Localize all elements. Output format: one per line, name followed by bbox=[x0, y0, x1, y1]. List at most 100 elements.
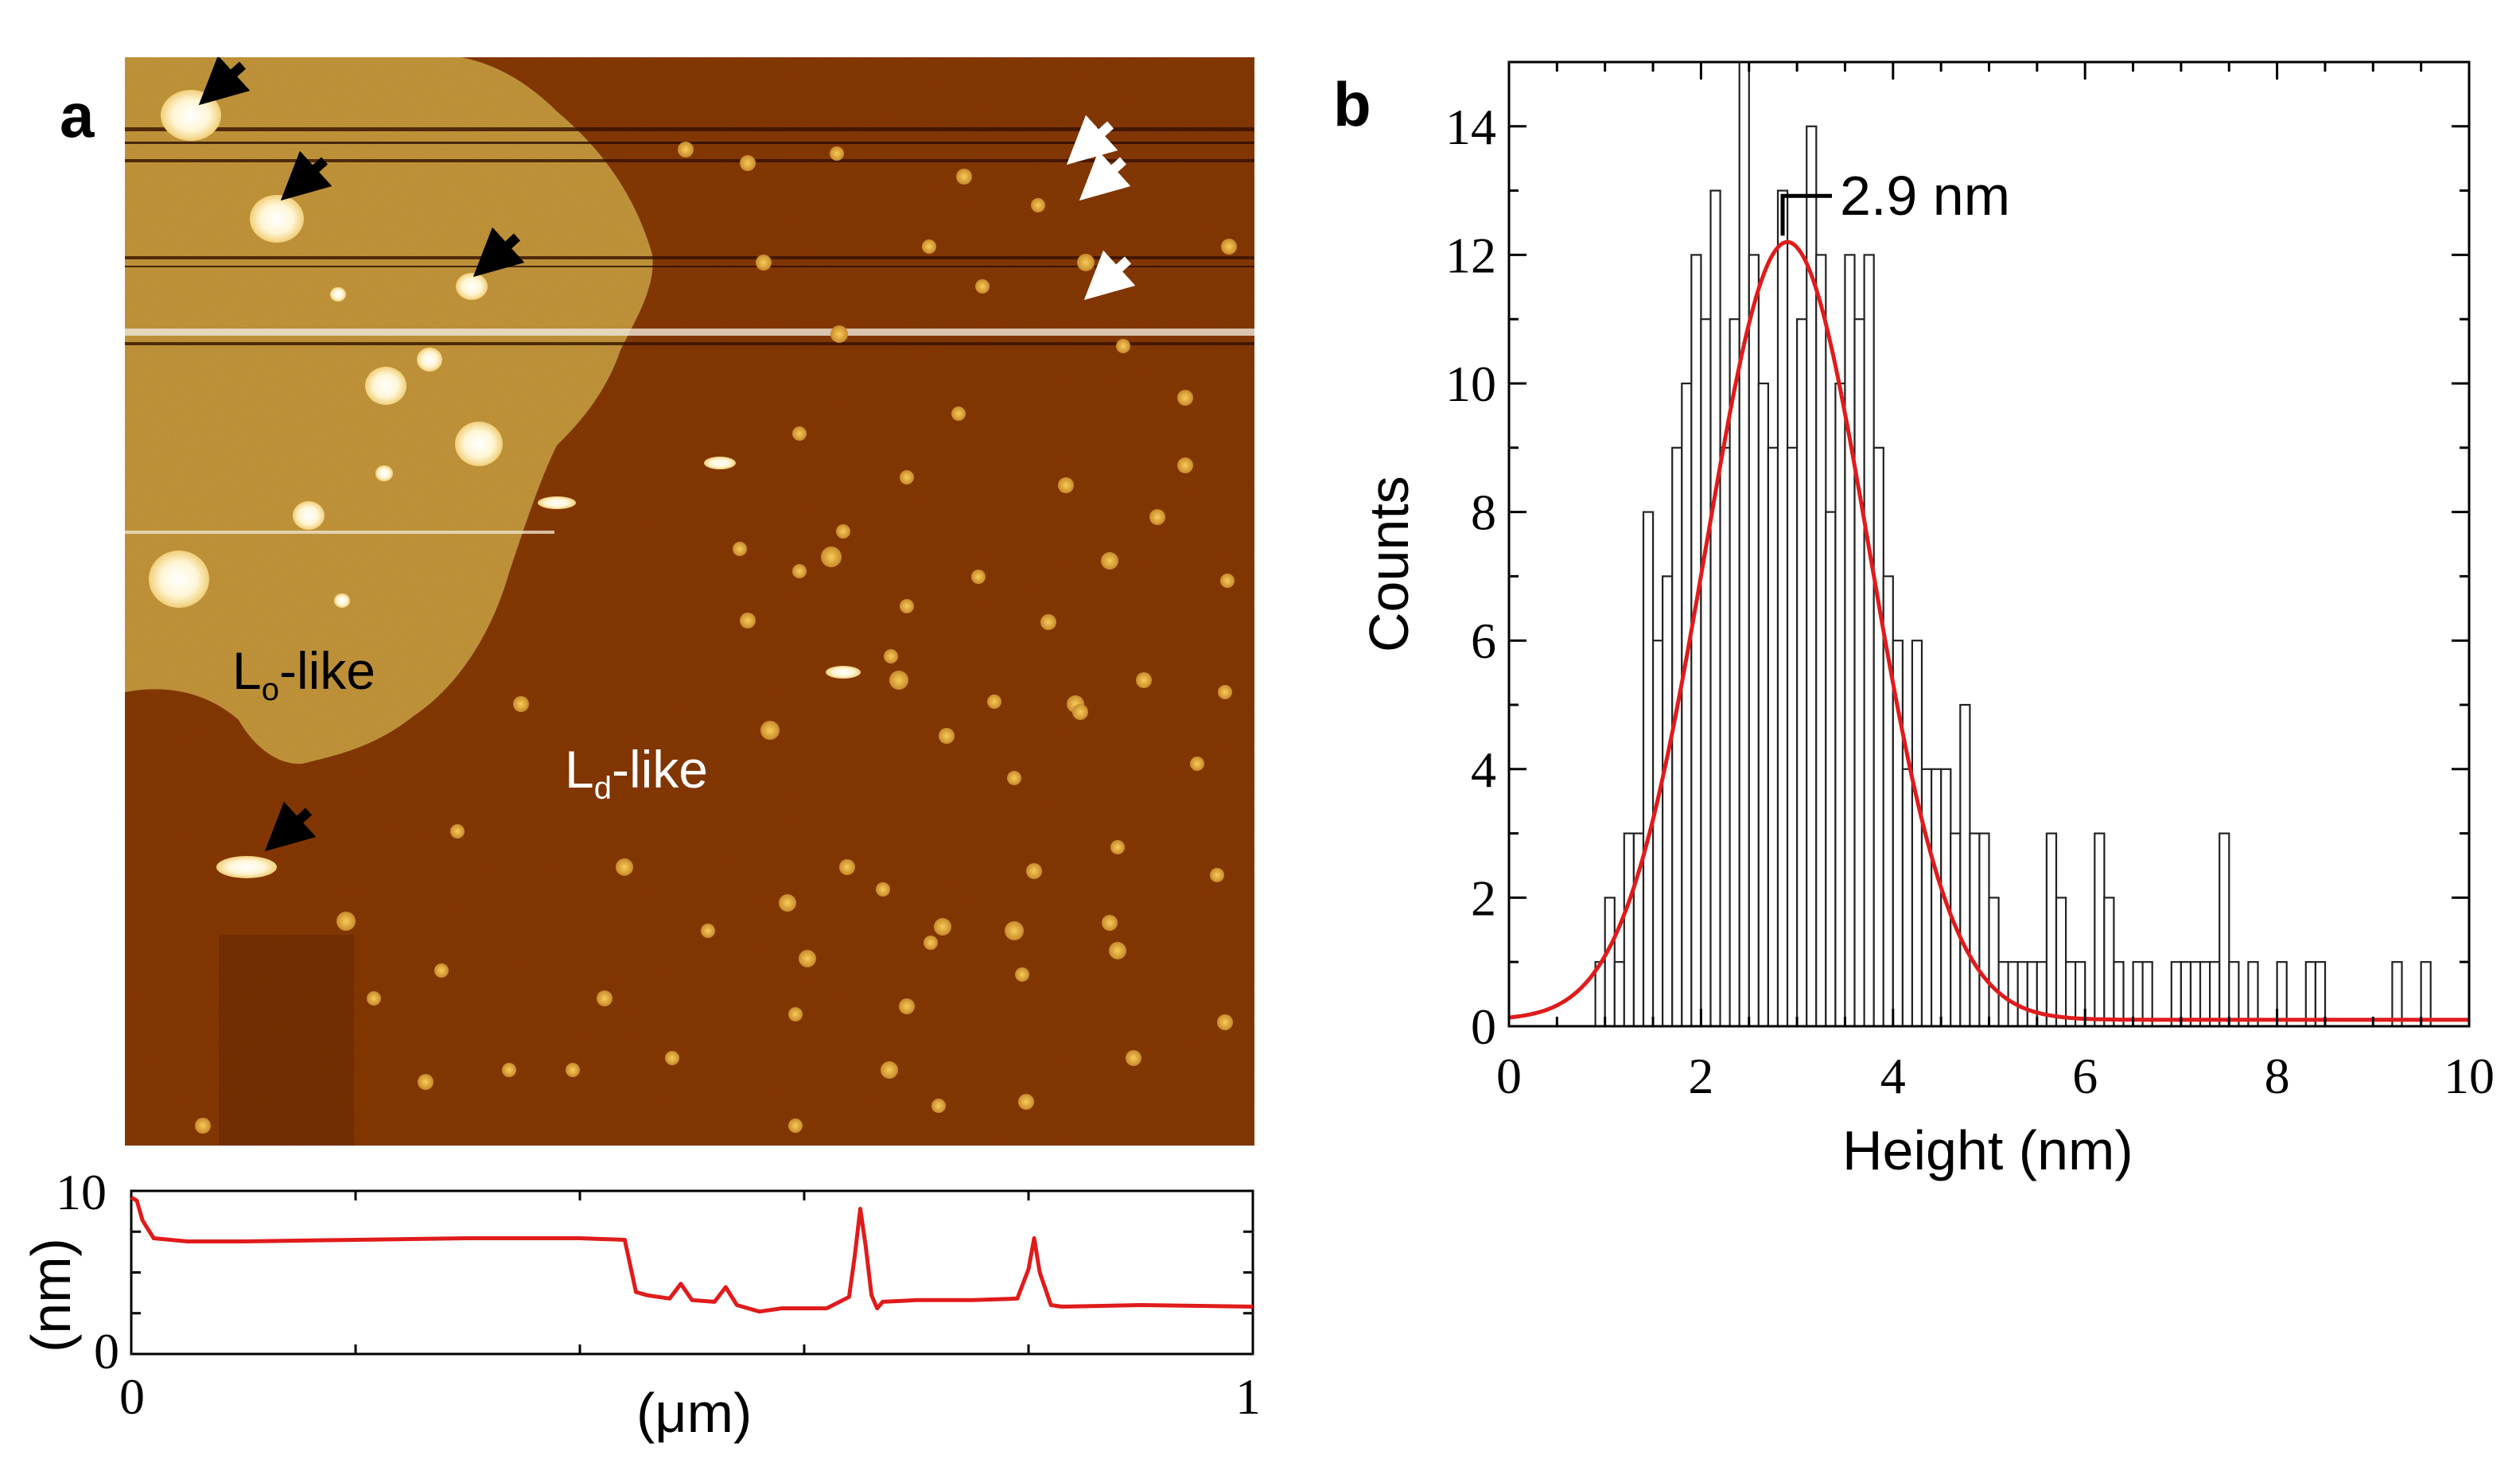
histogram-bar bbox=[1604, 897, 1616, 1028]
histogram-bar bbox=[1872, 446, 1884, 1028]
histogram-bar bbox=[1738, 60, 1750, 1028]
histogram-bar bbox=[1700, 318, 1712, 1028]
histogram-bar bbox=[1642, 511, 1655, 1028]
histogram-bar bbox=[1863, 254, 1875, 1028]
profile-xlabel: (μm) bbox=[636, 1382, 752, 1444]
histogram-bar bbox=[1690, 254, 1702, 1028]
histogram-ytick-label: 6 bbox=[1471, 613, 1496, 669]
lo-like-label: Lo-like bbox=[232, 641, 375, 707]
histogram-bar bbox=[2199, 961, 2211, 1028]
afm-texture bbox=[125, 57, 1254, 1146]
ld-like-label-suffix: -like bbox=[612, 740, 708, 799]
histogram-bar bbox=[2026, 961, 2039, 1028]
histogram-bar bbox=[1815, 254, 1827, 1028]
peak-label: 2.9 nm bbox=[1840, 165, 2010, 227]
peak-bracket bbox=[1780, 193, 1833, 236]
histogram-ytick-label: 0 bbox=[1471, 998, 1496, 1055]
white-arrow-icon bbox=[1083, 250, 1136, 301]
histogram-xtick-label: 8 bbox=[2265, 1048, 2290, 1104]
histogram-bar bbox=[1978, 832, 1990, 1028]
histogram-ytick-label: 14 bbox=[1445, 99, 1496, 155]
histogram-bar bbox=[2036, 961, 2048, 1028]
histogram-ytick-label: 12 bbox=[1445, 227, 1496, 283]
profile-xtick-left: 0 bbox=[119, 1368, 145, 1425]
histogram-plot: 0 2 4 6 8 10 12 14 0 2 4 6 8 10 2.9 nm Height (nm) C… bbox=[1358, 60, 2495, 1181]
histogram-bar bbox=[1806, 125, 1818, 1028]
histogram-bar bbox=[2094, 832, 2106, 1028]
histogram-bar bbox=[1786, 446, 1799, 1028]
lo-like-label-main: L bbox=[232, 641, 262, 700]
histogram-xtick-label: 2 bbox=[1688, 1048, 1713, 1104]
histogram-bar bbox=[1719, 446, 1731, 1028]
histogram-xlabel: Height (nm) bbox=[1842, 1119, 2133, 1181]
black-arrow-icon bbox=[264, 801, 317, 852]
histogram-bar bbox=[2391, 961, 2403, 1028]
gaussian-fit-curve bbox=[1508, 239, 2469, 1022]
ld-like-label-main: L bbox=[565, 740, 594, 799]
histogram-ytick-label: 2 bbox=[1471, 870, 1496, 926]
ld-like-label-sub: d bbox=[594, 771, 612, 806]
histogram-bar bbox=[2314, 961, 2327, 1028]
histogram-bar bbox=[2045, 832, 2058, 1028]
histogram-bar bbox=[2228, 961, 2240, 1028]
histogram-xtick-label: 4 bbox=[1880, 1048, 1906, 1104]
histogram-bar bbox=[1729, 318, 1740, 1028]
histogram-xtick-label: 10 bbox=[2444, 1048, 2495, 1104]
profile-ylabel: (nm) bbox=[20, 1238, 82, 1352]
histogram-ylabel: Counts bbox=[1358, 476, 1420, 652]
histogram-bar bbox=[2304, 961, 2317, 1028]
histogram-ytick-labels: 0 2 4 6 8 10 12 14 bbox=[1445, 99, 1496, 1055]
profile-line bbox=[130, 1196, 1254, 1314]
histogram-bar bbox=[2180, 961, 2192, 1028]
black-arrows bbox=[198, 57, 525, 852]
profile-ytick-top: 10 bbox=[56, 1164, 107, 1220]
histogram-bar bbox=[1662, 575, 1674, 1028]
panel-b-letter: b bbox=[1333, 69, 1371, 139]
histogram-bar bbox=[1853, 318, 1865, 1028]
histogram-bar bbox=[2170, 961, 2183, 1028]
ld-like-label: Ld-like bbox=[565, 740, 708, 806]
histogram-bar bbox=[1959, 703, 1971, 1028]
histogram-bar bbox=[2055, 897, 2067, 1028]
histogram-bar bbox=[2420, 961, 2432, 1028]
histogram-bar bbox=[2016, 961, 2028, 1028]
histogram-bar bbox=[1931, 768, 1942, 1028]
histogram-bar bbox=[2209, 961, 2221, 1028]
histogram-bar bbox=[2276, 961, 2288, 1028]
histogram-bar bbox=[2141, 961, 2153, 1028]
panel-a-letter: a bbox=[60, 80, 95, 150]
white-arrows bbox=[1066, 115, 1136, 301]
histogram-bar bbox=[2247, 961, 2259, 1028]
histogram-bar bbox=[2113, 961, 2125, 1028]
white-arrow-icon bbox=[1079, 150, 1131, 201]
histogram-xtick-labels: 0 2 4 6 8 10 bbox=[1496, 1048, 2495, 1104]
histogram-ytick-label: 10 bbox=[1445, 356, 1496, 412]
histogram-bar bbox=[2219, 832, 2230, 1028]
histogram-bar bbox=[1844, 254, 1856, 1028]
histogram-bar bbox=[1901, 768, 1914, 1028]
afm-image: Lo-like Ld-like bbox=[125, 57, 1254, 1146]
histogram-bar bbox=[1671, 446, 1683, 1028]
histogram-ytick-label: 8 bbox=[1471, 484, 1496, 541]
histogram-bar bbox=[2132, 961, 2144, 1028]
black-arrow-icon bbox=[198, 57, 251, 106]
histogram-bar bbox=[1748, 254, 1760, 1028]
lo-like-label-suffix: -like bbox=[279, 641, 375, 700]
histogram-bar bbox=[1988, 897, 2000, 1028]
black-arrow-icon bbox=[280, 150, 332, 201]
histogram-bar bbox=[1825, 511, 1837, 1028]
lo-like-label-sub: o bbox=[262, 672, 279, 707]
histogram-bar bbox=[1911, 640, 1923, 1028]
white-arrow-icon bbox=[1066, 115, 1118, 165]
ld-particles bbox=[195, 142, 1237, 1134]
histogram-bar bbox=[1920, 768, 1933, 1028]
histogram-bars bbox=[1594, 60, 2432, 1028]
black-arrow-icon bbox=[472, 227, 525, 278]
histogram-bar bbox=[2189, 961, 2202, 1028]
histogram-xtick-label: 6 bbox=[2072, 1048, 2098, 1104]
histogram-bar bbox=[1623, 832, 1635, 1028]
histogram-bar bbox=[1652, 640, 1664, 1028]
profile-ticks bbox=[130, 1189, 1254, 1356]
histogram-ticks bbox=[1507, 60, 2471, 1028]
